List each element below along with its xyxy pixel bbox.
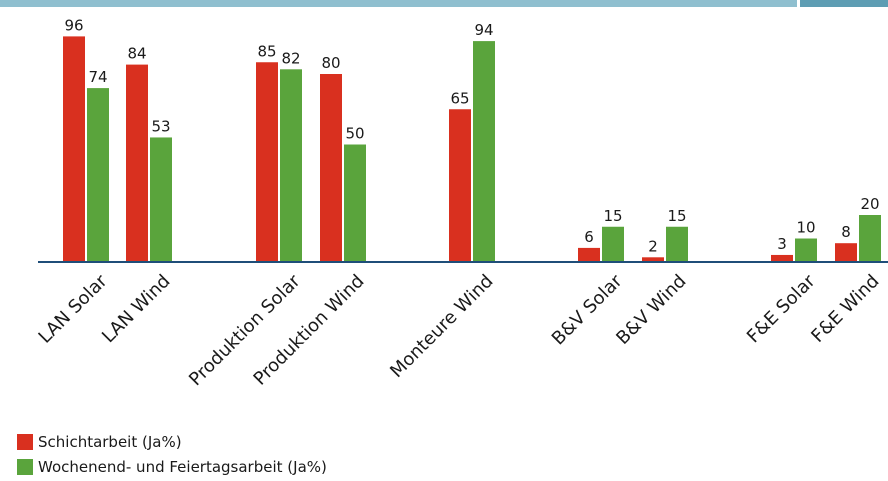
bar-weekend-work [87,88,109,262]
category-tick-label: B&V Wind [612,271,690,349]
bar-weekend-work [150,137,172,262]
bar-shift-work [835,243,857,262]
data-label: 50 [345,125,364,143]
data-label: 84 [127,45,146,63]
data-label: 15 [603,207,622,225]
header-accent-bar [0,0,797,7]
chart-legend: Schichtarbeit (Ja%) Wochenend- und Feier… [17,431,327,481]
category-tick-label: Monteure Wind [386,271,497,382]
bar-weekend-work [859,215,881,262]
data-label: 8 [841,223,851,241]
data-label: 96 [64,16,83,34]
category-tick-label: F&E Solar [743,270,820,347]
bar-weekend-work [344,144,366,262]
data-label: 15 [667,207,686,225]
data-label: 94 [474,21,493,39]
bar-weekend-work [602,226,624,262]
bar-weekend-work [280,69,302,262]
bar-shift-work [63,36,85,263]
legend-swatch-shift-work [17,434,33,450]
data-label: 3 [777,235,787,253]
legend-item-shift-work: Schichtarbeit (Ja%) [17,431,327,453]
bar-shift-work [578,247,600,262]
bar-weekend-work [473,41,495,262]
data-label: 2 [648,237,658,255]
category-tick-label: Produktion Solar [185,270,305,390]
data-label: 10 [796,219,815,237]
data-label: 82 [281,49,300,67]
bar-shift-work [126,64,148,262]
header-accent-bar-end [800,0,888,7]
legend-label-weekend-work: Wochenend- und Feiertagsarbeit (Ja%) [38,458,327,476]
legend-label-shift-work: Schichtarbeit (Ja%) [38,433,182,451]
data-label: 53 [151,117,170,135]
bar-shift-work [642,257,664,262]
category-tick-label: Produktion Wind [250,271,369,390]
bar-shift-work [256,62,278,262]
bar-shift-work [320,74,342,262]
data-label: 74 [88,68,107,86]
bar-shift-work [449,109,471,262]
bar-shift-work [771,254,793,262]
bar-weekend-work [666,226,688,262]
legend-item-weekend-work: Wochenend- und Feiertagsarbeit (Ja%) [17,456,327,478]
bar-weekend-work [795,238,817,262]
data-label: 6 [584,228,594,246]
data-label: 80 [321,54,340,72]
data-label: 20 [860,195,879,213]
data-label: 65 [450,89,469,107]
category-tick-label: F&E Wind [807,271,883,347]
category-tick-label: LAN Wind [98,271,175,348]
legend-swatch-weekend-work [17,459,33,475]
data-label: 85 [257,42,276,60]
